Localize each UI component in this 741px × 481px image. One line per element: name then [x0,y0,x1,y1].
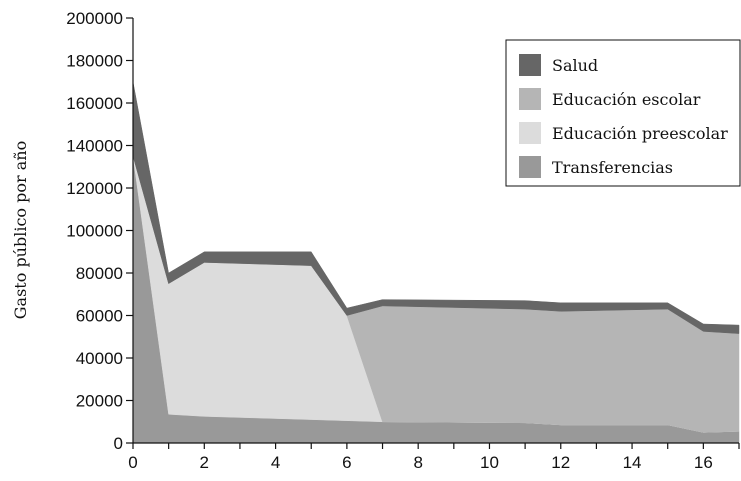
legend: Salud Educación escolar Educación preescol… [505,39,741,187]
y-tick-label: 80000 [76,264,123,283]
y-tick-label: 100000 [66,222,123,241]
x-axis-ticks: 0 2 4 6 8 10 12 14 16 [128,443,740,472]
legend-swatch-educacion-preescolar [519,122,541,144]
x-tick-label: 4 [271,453,280,472]
x-tick-label: 16 [694,453,713,472]
y-axis-ticks: 0 20000 40000 60000 80000 100000 120000 140000 1… [66,9,133,453]
legend-swatch-salud [519,54,541,76]
y-tick-label: 200000 [66,9,123,28]
x-tick-label: 0 [128,453,137,472]
y-tick-label: 180000 [66,52,123,71]
y-tick-label: 160000 [66,94,123,113]
legend-swatch-educacion-escolar [519,88,541,110]
y-tick-label: 60000 [76,307,123,326]
x-tick-label: 8 [413,453,422,472]
x-tick-label: 10 [480,453,499,472]
legend-swatch-transferencias [519,156,541,178]
y-tick-label: 120000 [66,179,123,198]
y-tick-label: 20000 [76,392,123,411]
legend-box [505,39,741,187]
y-tick-label: 140000 [66,137,123,156]
legend-label-educacion-preescolar: Educación preescolar [552,124,728,143]
y-tick-label: 40000 [76,349,123,368]
legend-label-salud: Salud [552,56,598,75]
y-axis-title: Gasto público por año [11,141,30,319]
x-tick-label: 2 [200,453,209,472]
legend-label-transferencias: Transferencias [552,158,673,177]
x-tick-label: 14 [623,453,642,472]
x-tick-label: 12 [551,453,570,472]
area-salud [132,81,740,334]
x-tick-label: 6 [342,453,351,472]
y-tick-label: 0 [114,434,123,453]
legend-label-educacion-escolar: Educación escolar [552,90,701,109]
